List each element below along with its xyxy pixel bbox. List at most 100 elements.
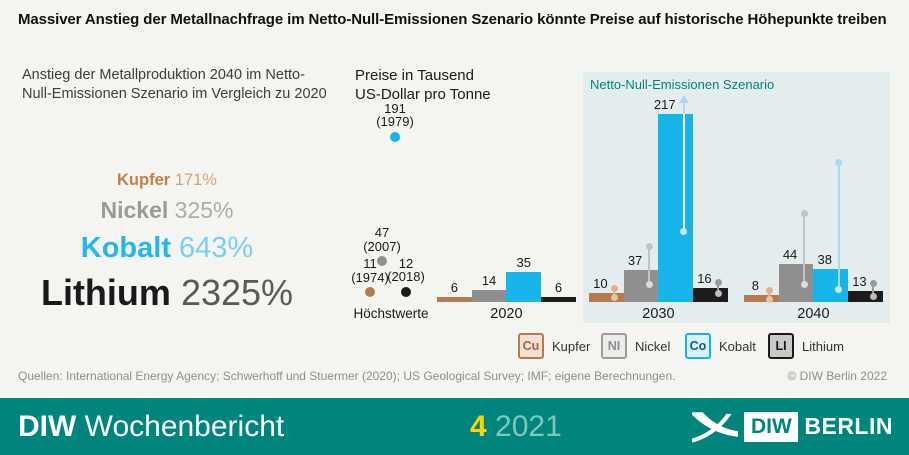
peak-year: (2018) <box>387 269 425 285</box>
issue-year: 2021 <box>495 409 562 443</box>
bar-value-2040-kupfer: 8 <box>751 278 759 294</box>
pin-high-dot-2040-kobalt <box>835 159 843 167</box>
chart-description-line2: Null-Emissionen Szenario im Vergleich zu… <box>22 86 327 102</box>
growth-lithium: Lithium 2325% <box>0 269 334 317</box>
bar-value-2020-nickel: 14 <box>481 272 497 288</box>
bar-2020-kupfer <box>437 296 472 302</box>
pin-high-dot-2040-lithium <box>869 280 877 288</box>
legend-label-nickel: Nickel <box>635 339 671 354</box>
growth-metal-name: Kupfer <box>117 171 171 189</box>
growth-metal-name: Lithium <box>40 272 171 313</box>
bar-value-2030-kupfer: 10 <box>593 276 608 292</box>
bar-value-2040-kobalt: 38 <box>817 252 832 268</box>
pin-stem-top-2030-kobalt <box>682 102 685 115</box>
scenario-box-title: Netto-Null-Emissionen Szenario <box>590 77 775 92</box>
growth-kupfer: Kupfer 171% <box>0 167 334 193</box>
bar-2040-lithium <box>848 290 883 302</box>
pin-anchor-dot-2030-kupfer <box>610 294 618 302</box>
bar-2040-nickel <box>778 263 814 302</box>
price-axis-title-line1: Preise in Tausend <box>355 67 474 84</box>
legend-symbol-kupfer: Cu <box>518 333 544 359</box>
metal-growth-list: Kupfer 171% Nickel 325% Kobalt 643% Lithium… <box>0 167 334 317</box>
sources-note: Quellen: International Energy Agency; Sc… <box>18 369 676 383</box>
peak-year: (1979) <box>376 114 414 130</box>
bar-2030-lithium <box>693 288 728 302</box>
pin-high-dot-2040-nickel <box>800 210 808 218</box>
pin-anchor-dot-2040-nickel <box>800 281 808 289</box>
copyright-note: © DIW Berlin 2022 <box>787 369 887 383</box>
brand-diw: DIW <box>18 409 77 443</box>
bar-value-2030-lithium: 16 <box>697 271 712 287</box>
bar-value-2020-lithium: 6 <box>554 279 563 295</box>
bar-value-2040-lithium: 13 <box>852 273 867 289</box>
logo-berlin-text: BERLIN <box>804 413 893 439</box>
pin-anchor-dot-2030-lithium <box>714 289 722 297</box>
pin-stem-2040-kobalt <box>837 162 840 290</box>
pin-anchor-dot-2030-kobalt <box>680 227 688 235</box>
pin-stem-2030-kupfer <box>613 288 616 298</box>
peak-dot-kupfer <box>365 287 375 298</box>
growth-metal-value: 171% <box>170 171 217 189</box>
bar-2030-nickel <box>623 269 659 302</box>
pin-stem-2030-kobalt <box>682 114 685 232</box>
footer-bar: DIW Wochenbericht 4 2021 DIW BERLIN <box>0 398 909 455</box>
issue-label: 4 2021 <box>470 410 562 444</box>
peak-annotation-nickel: 47 (2007) <box>350 226 414 253</box>
peak-annotation-kupfer: 11 (1974) <box>338 257 402 284</box>
peak-value: 12 <box>398 255 414 271</box>
category-label-2020: 2020 <box>490 306 523 322</box>
bar-2030-kupfer <box>589 293 624 302</box>
logo-diw-box: DIW <box>744 411 799 442</box>
bar-2030-kobalt <box>658 114 694 302</box>
issue-number: 4 <box>470 409 487 443</box>
pin-anchor-dot-2040-lithium <box>869 293 877 301</box>
pin-stem-2040-lithium <box>872 283 875 297</box>
pin-arrow-2030-kobalt <box>678 95 689 104</box>
peak-annotation-kobalt: 191 (1979) <box>363 102 427 129</box>
legend-symbol-lithium: LI <box>768 333 794 359</box>
legend-symbol-kobalt: Co <box>685 333 711 359</box>
growth-metal-value: 2325% <box>170 272 294 313</box>
growth-nickel: Nickel 325% <box>0 193 334 227</box>
legend-label-kupfer: Kupfer <box>552 339 591 354</box>
peak-year: (2007) <box>363 238 401 254</box>
pin-high-dot-2030-lithium <box>714 278 722 286</box>
bar-value-2030-nickel: 37 <box>627 252 643 268</box>
pin-high-dot-2030-kupfer <box>610 284 618 292</box>
peak-value: 11 <box>363 256 377 272</box>
pin-stem-2040-nickel <box>803 213 806 285</box>
pin-high-dot-2040-kupfer <box>765 287 773 295</box>
price-axis-title: Preise in Tausend US-Dollar pro Tonne <box>355 66 491 104</box>
bar-2020-nickel <box>471 289 507 302</box>
publication-brand: DIW Wochenbericht <box>18 410 284 444</box>
page-title: Massiver Anstieg der Metallnachfrage im … <box>18 11 887 28</box>
growth-metal-value: 643% <box>170 232 254 264</box>
growth-kobalt: Kobalt 643% <box>0 227 334 269</box>
growth-metal-name: Nickel <box>100 197 169 223</box>
legend-symbol-nickel: NI <box>601 333 627 359</box>
price-axis-title-line2: US-Dollar pro Tonne <box>355 86 491 103</box>
growth-metal-name: Kobalt <box>80 232 171 264</box>
pin-stem-2030-nickel <box>648 246 651 285</box>
peaks-label: Höchstwerte <box>353 306 429 321</box>
bar-value-2030-kobalt: 217 <box>653 97 676 113</box>
bar-2020-lithium <box>541 296 576 302</box>
chart-description-line1: Anstieg der Metallproduktion 2040 im Net… <box>22 67 305 83</box>
category-label-2040: 2040 <box>797 306 830 322</box>
chart-description: Anstieg der Metallproduktion 2040 im Net… <box>22 66 358 104</box>
category-label-2030: 2030 <box>642 306 675 322</box>
legend-label-lithium: Lithium <box>802 339 844 354</box>
diw-emblem-icon <box>692 411 739 443</box>
growth-metal-value: 325% <box>168 197 234 223</box>
pin-anchor-dot-2040-kobalt <box>835 286 843 294</box>
bar-value-2020-kupfer: 6 <box>450 279 458 295</box>
pin-anchor-dot-2030-nickel <box>645 281 653 289</box>
peak-value: 191 <box>384 100 406 116</box>
bar-value-2020-kobalt: 35 <box>516 254 531 270</box>
bar-2040-kupfer <box>744 295 779 302</box>
pin-high-dot-2030-nickel <box>645 243 653 251</box>
peak-dot-lithium <box>401 286 411 297</box>
peak-annotation-lithium: 12 (2018) <box>374 257 438 284</box>
